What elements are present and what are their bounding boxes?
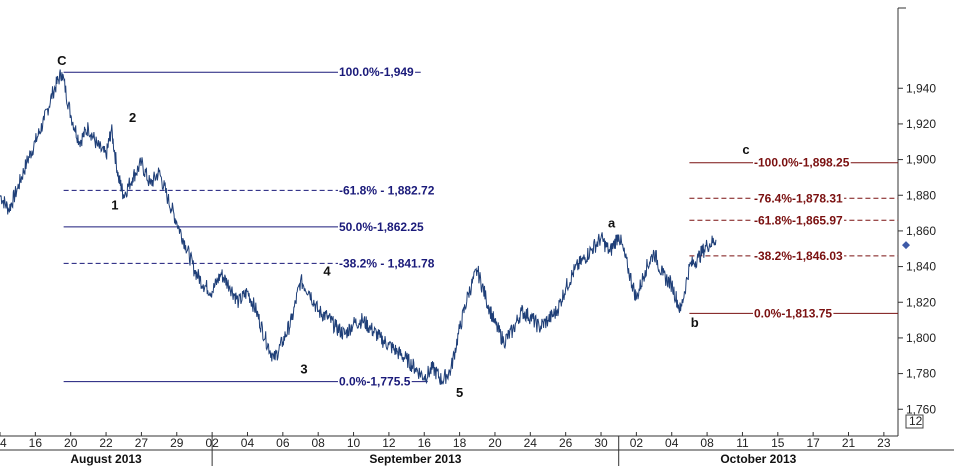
x-tick-label: 02: [630, 436, 644, 450]
fib-right-label-bg: [753, 248, 845, 263]
x-tick-label: 15: [771, 436, 785, 450]
x-tick-label: 08: [700, 436, 714, 450]
y-tick-label: 1,880: [906, 188, 936, 202]
x-tick-label: 16: [418, 436, 432, 450]
fib-right-label-bg: [753, 191, 845, 206]
wave-label: a: [608, 215, 616, 230]
x-tick-label: 10: [347, 436, 361, 450]
x-tick-label: 14: [0, 436, 7, 450]
x-tick-label: 17: [806, 436, 820, 450]
month-label: October 2013: [720, 452, 796, 466]
corner-box: [905, 414, 924, 429]
axis-frame: [0, 7, 954, 451]
fibonacci-levels: 100.0%-1,949 -61.8% - 1,882.72 50.0%-1,862…: [63, 65, 898, 389]
y-tick-label: 1,760: [906, 402, 936, 416]
y-tick-label: 1,800: [906, 331, 936, 345]
x-tick-label: 21: [842, 436, 856, 450]
y-tick-label: 1,840: [906, 260, 936, 274]
corner-label: 12: [909, 414, 923, 428]
x-tick-label: 24: [524, 436, 538, 450]
fib-right-label-bg: [753, 213, 845, 228]
price-line: [0, 69, 717, 385]
fib-left-label: -61.8% - 1,882.72: [339, 183, 435, 197]
month-axis: August 2013 September 2013 October 2013: [70, 436, 797, 466]
price-series: [0, 69, 910, 385]
last-price-marker: [902, 241, 910, 250]
y-tick-label: 1,780: [906, 367, 936, 381]
y-tick-label: 1,860: [906, 224, 936, 238]
month-label: September 2013: [369, 452, 461, 466]
fib-right-label: -76.4%-1,878.31: [754, 191, 843, 205]
wave-label: 4: [323, 264, 331, 279]
fib-left-label-bg: [338, 219, 426, 234]
x-tick-label: 20: [488, 436, 502, 450]
fib-left-label-bg: [338, 374, 412, 389]
x-tick-label: 12: [382, 436, 396, 450]
x-tick-label: 06: [276, 436, 290, 450]
y-tick-label: 1,820: [906, 295, 936, 309]
x-tick-label: 16: [29, 436, 43, 450]
fib-right-label: 0.0%-1,813.75: [754, 306, 832, 320]
y-tick-label: 1,900: [906, 153, 936, 167]
x-tick-label: 22: [99, 436, 113, 450]
x-tick-label: 27: [135, 436, 149, 450]
x-tick-label: 04: [665, 436, 679, 450]
x-axis: 1416202227290204060810121618202426300204…: [0, 432, 891, 450]
y-tick-label: 1,920: [906, 117, 936, 131]
fib-left-label: 100.0%-1,949: [339, 65, 414, 79]
wave-label: c: [742, 142, 749, 157]
wave-label: C: [57, 53, 67, 68]
fib-right-label: -100.0%-1,898.25: [754, 156, 850, 170]
wave-label: b: [691, 315, 699, 330]
wave-label: 3: [300, 362, 307, 377]
fib-right-label: -61.8%-1,865.97: [754, 213, 843, 227]
wave-label: 2: [129, 110, 136, 125]
x-tick-label: 18: [453, 436, 467, 450]
month-label: August 2013: [70, 452, 142, 466]
x-tick-label: 11: [736, 436, 749, 450]
fib-left-label-bg: [338, 65, 416, 80]
y-tick-label: 1,940: [906, 81, 936, 95]
wave-labels: C 1 2 3 4 5 a b c: [57, 53, 749, 400]
y-axis: 1,760 1,780 1,800 1,820 1,840 1,860 1,880 1,900…: [898, 81, 936, 429]
fib-left-label: 50.0%-1,862.25: [339, 220, 424, 234]
x-tick-label: 29: [170, 436, 184, 450]
x-tick-label: 30: [594, 436, 608, 450]
x-tick-label: 20: [64, 436, 78, 450]
x-tick-label: 23: [877, 436, 891, 450]
fib-right-label-bg: [753, 155, 851, 170]
x-tick-label: 04: [241, 436, 255, 450]
fib-left-label: 0.0%-1,775.5: [339, 375, 411, 389]
wave-label: 1: [111, 198, 118, 213]
x-tick-label: 26: [559, 436, 573, 450]
fib-left-label-bg: [338, 256, 436, 271]
wave-label: 5: [456, 385, 463, 400]
fib-right-label: -38.2%-1,846.03: [754, 249, 843, 263]
fib-left-label: -38.2% - 1,841.78: [339, 256, 435, 270]
fib-right-label-bg: [753, 306, 834, 321]
x-tick-label: 08: [312, 436, 326, 450]
fib-left-label-bg: [338, 183, 436, 198]
